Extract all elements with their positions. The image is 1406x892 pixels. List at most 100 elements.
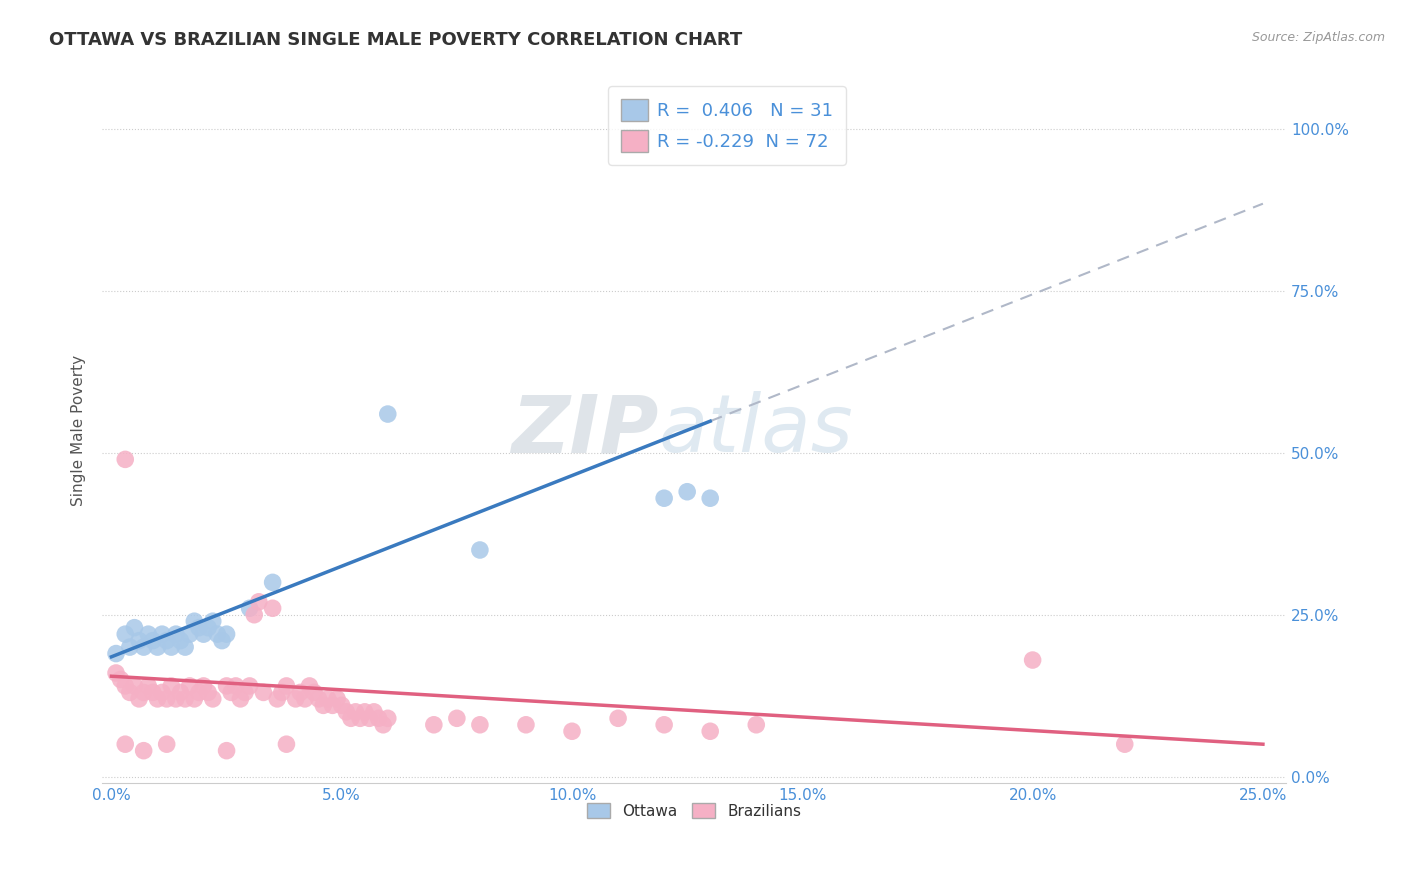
Point	[276, 679, 298, 693]
Point	[136, 627, 159, 641]
Point	[219, 685, 242, 699]
Point	[349, 711, 371, 725]
Point	[193, 627, 215, 641]
Point	[1021, 653, 1043, 667]
Point	[252, 685, 274, 699]
Point	[193, 679, 215, 693]
Point	[290, 685, 312, 699]
Point	[118, 685, 141, 699]
Text: atlas: atlas	[658, 392, 853, 469]
Point	[699, 724, 721, 739]
Point	[676, 484, 699, 499]
Point	[262, 575, 284, 590]
Point	[308, 692, 330, 706]
Point	[233, 685, 256, 699]
Point	[316, 692, 339, 706]
Point	[207, 627, 229, 641]
Point	[165, 692, 187, 706]
Point	[160, 640, 183, 654]
Point	[745, 718, 768, 732]
Point	[128, 633, 150, 648]
Point	[169, 633, 191, 648]
Point	[150, 627, 173, 641]
Point	[142, 633, 165, 648]
Point	[114, 452, 136, 467]
Point	[197, 685, 219, 699]
Point	[174, 640, 197, 654]
Point	[270, 685, 292, 699]
Point	[146, 692, 169, 706]
Point	[284, 692, 307, 706]
Point	[247, 595, 270, 609]
Point	[1114, 737, 1136, 751]
Point	[468, 718, 491, 732]
Point	[105, 647, 128, 661]
Point	[187, 685, 209, 699]
Point	[225, 679, 247, 693]
Point	[142, 685, 165, 699]
Point	[515, 718, 537, 732]
Point	[239, 601, 262, 615]
Legend: Ottawa, Brazilians: Ottawa, Brazilians	[581, 797, 807, 825]
Point	[201, 692, 224, 706]
Point	[326, 692, 349, 706]
Point	[330, 698, 353, 713]
Point	[128, 692, 150, 706]
Point	[229, 692, 252, 706]
Point	[183, 692, 205, 706]
Point	[446, 711, 468, 725]
Point	[211, 633, 233, 648]
Point	[377, 407, 399, 421]
Point	[359, 711, 381, 725]
Point	[114, 679, 136, 693]
Point	[174, 692, 197, 706]
Point	[302, 685, 325, 699]
Point	[124, 621, 146, 635]
Point	[699, 491, 721, 506]
Point	[132, 685, 155, 699]
Point	[607, 711, 630, 725]
Point	[118, 640, 141, 654]
Point	[114, 737, 136, 751]
Point	[340, 711, 363, 725]
Point	[197, 621, 219, 635]
Point	[132, 744, 155, 758]
Point	[239, 679, 262, 693]
Point	[215, 744, 238, 758]
Point	[124, 679, 146, 693]
Point	[156, 633, 179, 648]
Point	[298, 679, 321, 693]
Point	[110, 673, 132, 687]
Point	[423, 718, 446, 732]
Point	[114, 627, 136, 641]
Point	[132, 640, 155, 654]
Point	[187, 621, 209, 635]
Point	[179, 679, 201, 693]
Point	[294, 692, 316, 706]
Point	[169, 685, 191, 699]
Point	[146, 640, 169, 654]
Point	[312, 698, 335, 713]
Point	[373, 718, 395, 732]
Point	[156, 737, 179, 751]
Point	[276, 737, 298, 751]
Point	[321, 698, 343, 713]
Point	[377, 711, 399, 725]
Text: OTTAWA VS BRAZILIAN SINGLE MALE POVERTY CORRELATION CHART: OTTAWA VS BRAZILIAN SINGLE MALE POVERTY …	[49, 31, 742, 49]
Point	[201, 614, 224, 628]
Point	[363, 705, 385, 719]
Y-axis label: Single Male Poverty: Single Male Poverty	[72, 355, 86, 506]
Point	[136, 679, 159, 693]
Point	[215, 627, 238, 641]
Point	[367, 711, 389, 725]
Point	[160, 679, 183, 693]
Point	[156, 692, 179, 706]
Text: ZIP: ZIP	[512, 392, 658, 469]
Text: Source: ZipAtlas.com: Source: ZipAtlas.com	[1251, 31, 1385, 45]
Point	[353, 705, 375, 719]
Point	[105, 665, 128, 680]
Point	[335, 705, 357, 719]
Point	[652, 491, 675, 506]
Point	[468, 543, 491, 558]
Point	[344, 705, 367, 719]
